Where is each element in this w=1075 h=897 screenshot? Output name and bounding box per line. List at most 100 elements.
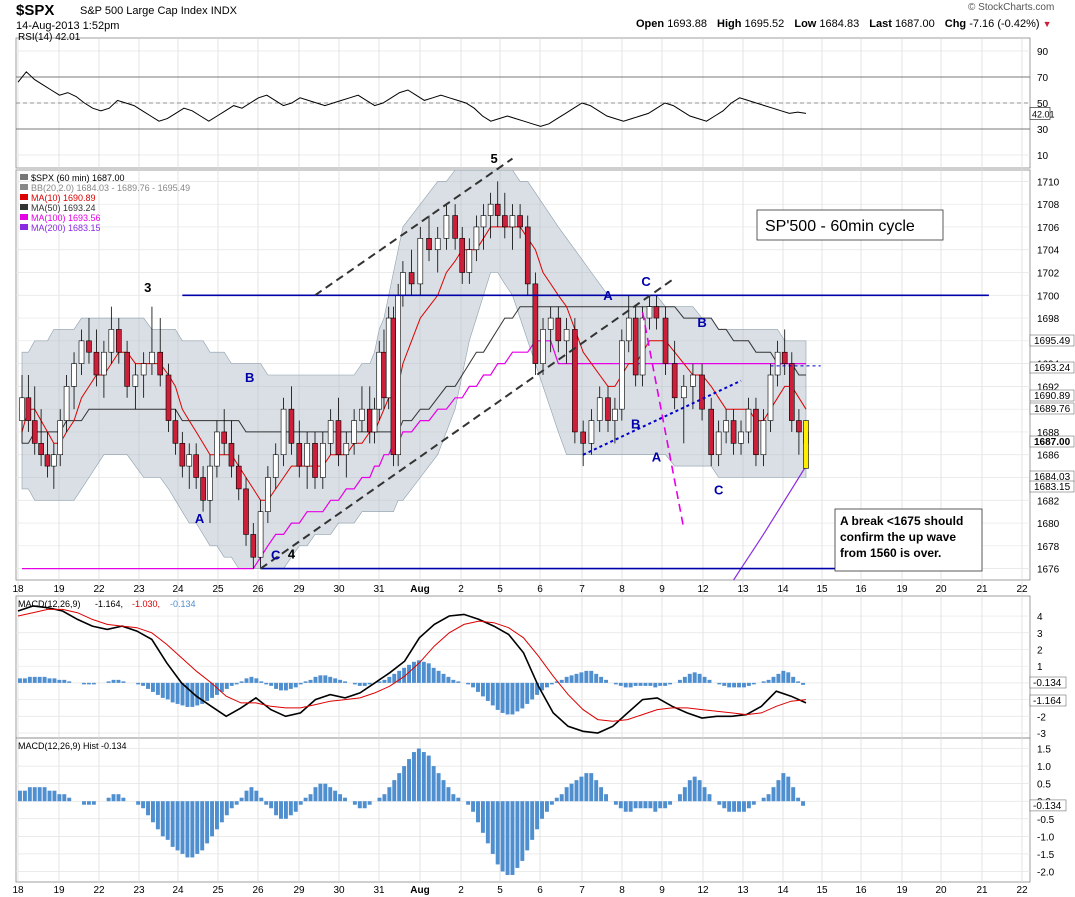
macd-histogram-bar — [436, 670, 441, 683]
hist-bar — [707, 794, 712, 802]
hist-bar — [86, 801, 91, 805]
x-tick-label: 20 — [935, 584, 947, 595]
candle — [186, 443, 193, 489]
high-label: High — [717, 18, 742, 30]
candle — [207, 454, 213, 524]
right-value-label: 1684.03 — [1034, 472, 1071, 483]
hist-y-tick: 0.5 — [1037, 780, 1051, 791]
macd-histogram-bar — [569, 675, 574, 683]
macd-histogram-bar — [692, 672, 697, 683]
x-tick-label-bottom: 29 — [293, 885, 305, 896]
macd-histogram-bar — [741, 682, 746, 688]
hist-bar — [643, 801, 648, 809]
macd-histogram-bar — [323, 675, 328, 683]
candle — [221, 409, 227, 455]
macd-histogram-bar — [559, 679, 564, 683]
macd-histogram-bar — [480, 682, 485, 697]
hist-bar — [540, 801, 544, 819]
candle — [376, 340, 383, 421]
candle — [625, 295, 632, 353]
hist-bar — [259, 797, 264, 802]
macd-histogram-bar — [397, 670, 402, 683]
macd-histogram-bar — [781, 670, 786, 683]
rsi-y-tick: 10 — [1037, 151, 1049, 162]
candle — [86, 318, 92, 364]
low-value: 1684.83 — [819, 18, 860, 30]
x-tick-label-bottom: 8 — [619, 885, 625, 896]
x-tick-label: 7 — [579, 584, 585, 595]
macd-histogram-bar — [283, 682, 288, 691]
rsi-last-label: 42.01 — [1032, 109, 1055, 119]
candle — [93, 329, 100, 387]
x-tick-label-bottom: 6 — [537, 885, 543, 896]
down-arrow-icon: ▼ — [1042, 19, 1052, 29]
price-legend-entry: $SPX (60 min) 1687.00 — [31, 173, 125, 183]
hist-bar — [343, 797, 347, 802]
hist-bar — [293, 801, 298, 812]
x-tick-label: 21 — [976, 584, 988, 595]
candle — [312, 431, 318, 489]
macd-histogram-bar — [766, 679, 771, 683]
macd-legend-value: -1.164, — [95, 599, 123, 609]
hist-bar — [574, 780, 579, 802]
hist-bar — [27, 787, 32, 802]
macd-histogram-bar — [751, 682, 756, 685]
macd-histogram-bar — [37, 676, 42, 683]
hist-bar — [155, 801, 160, 830]
macd-right-label: -0.134 — [1033, 678, 1062, 689]
candle — [280, 397, 287, 467]
hist-bar — [367, 801, 372, 805]
macd-histogram-bar — [239, 681, 244, 683]
macd-histogram-bar — [697, 673, 702, 683]
hist-right-label: -0.134 — [1033, 801, 1062, 812]
macd-histogram-bar — [796, 681, 801, 683]
macd-histogram-bar — [663, 682, 668, 686]
hist-bar — [175, 801, 180, 851]
hist-bar — [200, 801, 205, 851]
x-tick-label: 14 — [777, 584, 789, 595]
wave-label: A — [603, 288, 613, 303]
macd-histogram-bar — [412, 661, 416, 683]
macd-histogram-bar — [594, 673, 599, 683]
candle — [235, 454, 242, 501]
hist-bar — [116, 794, 121, 802]
hist-bar — [269, 801, 274, 809]
candle — [78, 329, 85, 375]
candle — [690, 363, 696, 410]
macd-histogram-bar — [313, 676, 318, 683]
wave-label: A — [652, 450, 662, 465]
hist-bar — [62, 794, 67, 802]
price-y-tick: 1700 — [1037, 291, 1060, 302]
candle — [708, 397, 714, 467]
right-value-box — [1029, 334, 1075, 347]
legend-swatch — [20, 194, 28, 200]
macd-histogram-bar — [146, 682, 150, 689]
hist-bar — [412, 752, 416, 802]
hist-bar — [254, 790, 259, 802]
x-tick-label: 22 — [1016, 584, 1028, 595]
candle — [443, 204, 450, 250]
hist-bar — [397, 773, 402, 802]
hist-bar — [801, 801, 806, 806]
candle — [165, 363, 172, 432]
x-tick-label: 26 — [252, 584, 264, 595]
candle — [408, 249, 415, 296]
right-value-label: 1689.76 — [1034, 404, 1071, 415]
chart-header: $SPX S&P 500 Large Cap Index INDX 14-Aug… — [0, 0, 1075, 38]
macd-histogram-bar — [549, 682, 554, 685]
hist-bar — [530, 801, 535, 840]
wave-label: B — [245, 370, 254, 385]
hist-bar — [559, 794, 564, 802]
hist-bar — [466, 801, 471, 805]
macd-histogram-bar — [426, 663, 431, 683]
macd-histogram-bar — [229, 682, 234, 686]
price-legend-entry: MA(50) 1693.24 — [31, 203, 96, 213]
macd-histogram-bar — [490, 682, 495, 706]
macd-histogram-bar — [746, 682, 751, 686]
candle — [385, 306, 392, 410]
hist-bar — [146, 801, 150, 816]
hist-bar — [618, 801, 623, 809]
macd-histogram-bar — [269, 682, 274, 686]
macd-histogram-bar — [687, 673, 692, 683]
rsi-legend: RSI(14) 42.01 — [18, 32, 81, 43]
